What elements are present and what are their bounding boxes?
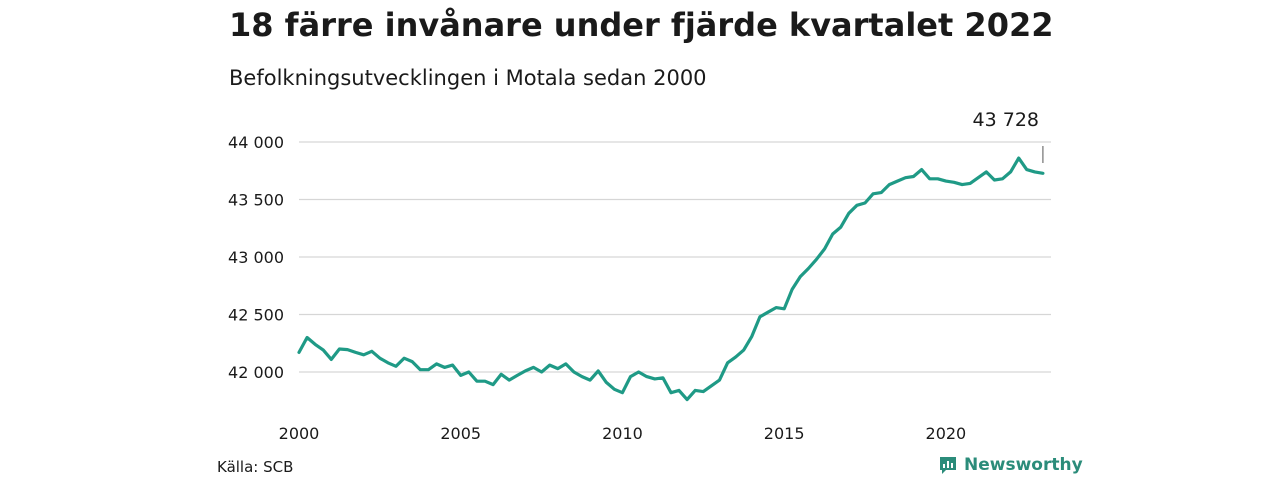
brand-name: Newsworthy [964, 455, 1083, 475]
gridlines [299, 141, 1051, 373]
source-note: Källa: SCB [217, 458, 294, 476]
x-tick-label: 2000 [279, 424, 320, 443]
y-tick-label: 42 000 [228, 363, 284, 382]
series-line [297, 156, 1045, 402]
x-axis-ticks: 2000 2005 2010 2015 2020 [279, 424, 967, 443]
chart-bubble-icon [940, 457, 956, 474]
brand-logo: Newsworthy [938, 455, 1083, 475]
y-tick-label: 43 500 [228, 191, 284, 210]
x-tick-label: 2015 [764, 424, 805, 443]
end-value-label: 43 728 [973, 109, 1039, 131]
chart-subtitle: Befolkningsutvecklingen i Motala sedan 2… [229, 66, 707, 90]
x-tick-label: 2020 [926, 424, 967, 443]
x-tick-label: 2010 [602, 424, 643, 443]
y-tick-label: 43 000 [228, 248, 284, 267]
y-tick-label: 42 500 [228, 306, 284, 325]
chart-title: 18 färre invånare under fjärde kvartalet… [229, 6, 1054, 44]
x-tick-label: 2005 [440, 424, 481, 443]
series-group [297, 156, 1045, 402]
y-tick-label: 44 000 [228, 133, 284, 152]
y-axis-ticks: 42 000 42 500 43 000 43 500 44 000 [228, 133, 284, 382]
end-annotation: 43 728 [973, 109, 1044, 163]
